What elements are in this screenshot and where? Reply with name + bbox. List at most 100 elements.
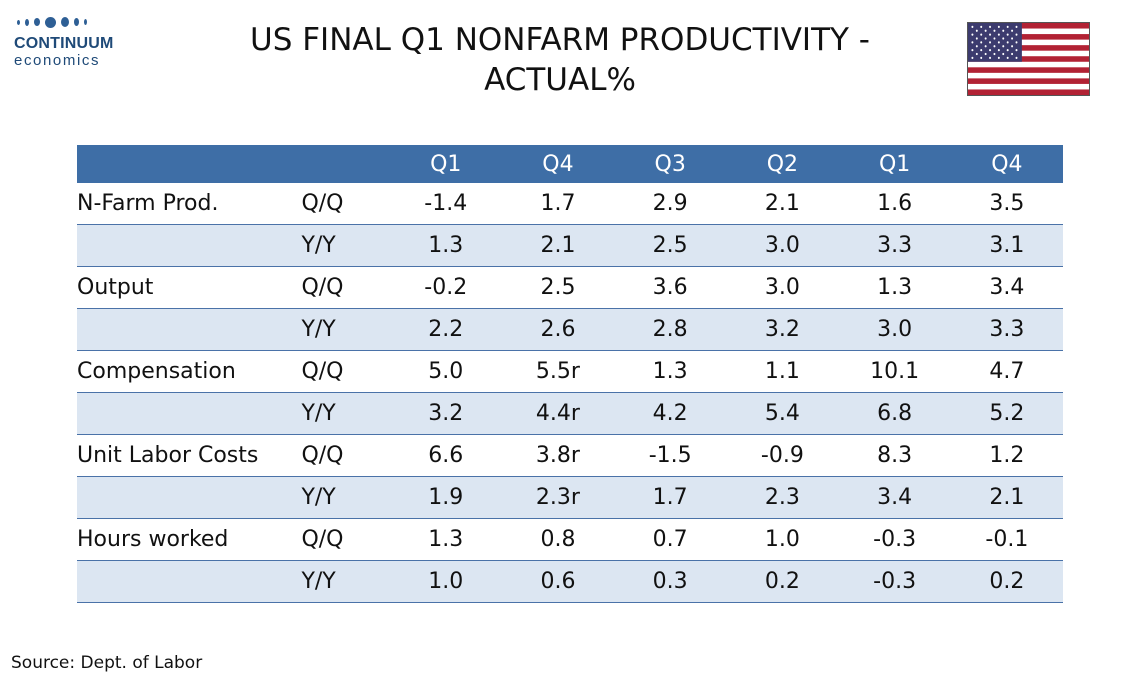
- table-cell: 2.3: [726, 476, 839, 519]
- table-row: Y/Y 1.3 2.1 2.5 3.0 3.3 3.1: [77, 224, 1063, 267]
- table-cell: 3.5: [950, 183, 1063, 225]
- row-label: Unit Labor Costs: [77, 434, 302, 477]
- row-measure: Y/Y: [301, 476, 390, 519]
- table-cell: 4.7: [950, 350, 1063, 393]
- table-cell: 2.3r: [501, 476, 615, 519]
- table-header-row: Q1 Q4 Q3 Q2 Q1 Q4: [77, 145, 1063, 183]
- row-label: [77, 224, 302, 267]
- header-label-blank: [77, 145, 302, 183]
- source-note: Source: Dept. of Labor: [11, 653, 203, 673]
- row-measure: Q/Q: [301, 183, 390, 225]
- logo-name: CONTINUUM: [14, 35, 114, 52]
- page-title-line-1: US FINAL Q1 NONFARM PRODUCTIVITY -: [250, 22, 870, 58]
- table-row: Unit Labor Costs Q/Q 6.6 3.8r -1.5 -0.9 8.3 1.2: [77, 434, 1063, 477]
- table-cell: -1.4: [389, 183, 502, 225]
- continuum-economics-logo: CONTINUUM economics: [14, 14, 144, 69]
- column-header: Q4: [501, 145, 615, 183]
- table-cell: 1.6: [838, 183, 951, 225]
- table-cell: 2.1: [501, 224, 615, 267]
- row-label: N-Farm Prod.: [77, 183, 302, 225]
- table-cell: -0.9: [726, 434, 839, 477]
- table-cell: 0.2: [726, 560, 839, 603]
- table-body: N-Farm Prod. Q/Q -1.4 1.7 2.9 2.1 1.6 3.5 Y/Y 1.3…: [77, 183, 1063, 603]
- table-cell: -0.2: [389, 266, 502, 309]
- table-cell: 2.1: [950, 476, 1063, 519]
- table-cell: 4.2: [614, 392, 727, 435]
- table-cell: 1.3: [389, 518, 502, 561]
- logo-dots-icon: [17, 14, 144, 30]
- table-cell: 1.1: [726, 350, 839, 393]
- table-row: Y/Y 1.9 2.3r 1.7 2.3 3.4 2.1: [77, 476, 1063, 519]
- table-cell: 0.3: [614, 560, 727, 603]
- table-cell: -0.3: [838, 518, 951, 561]
- table-row: Y/Y 3.2 4.4r 4.2 5.4 6.8 5.2: [77, 392, 1063, 435]
- logo-subtitle: economics: [14, 52, 101, 69]
- row-measure: Q/Q: [301, 434, 390, 477]
- table-cell: 5.4: [726, 392, 839, 435]
- table-cell: 5.5r: [501, 350, 615, 393]
- table-cell: 0.2: [950, 560, 1063, 603]
- row-measure: Y/Y: [301, 224, 390, 267]
- row-measure: Y/Y: [301, 560, 390, 603]
- table-cell: 2.1: [726, 183, 839, 225]
- table-cell: 10.1: [838, 350, 951, 393]
- table-cell: 1.0: [389, 560, 502, 603]
- table-row: Y/Y 2.2 2.6 2.8 3.2 3.0 3.3: [77, 308, 1063, 351]
- table-cell: 3.3: [838, 224, 951, 267]
- row-label: Output: [77, 266, 302, 309]
- page-title-line-2: ACTUAL%: [484, 62, 636, 98]
- table-cell: 3.0: [726, 266, 839, 309]
- row-label: [77, 392, 302, 435]
- table-cell: 2.5: [501, 266, 615, 309]
- table-cell: -1.5: [614, 434, 727, 477]
- row-measure: Q/Q: [301, 350, 390, 393]
- table-cell: 2.6: [501, 308, 615, 351]
- table-cell: 4.4r: [501, 392, 615, 435]
- table-cell: 1.0: [726, 518, 839, 561]
- table-cell: 3.4: [838, 476, 951, 519]
- table-row: Output Q/Q -0.2 2.5 3.6 3.0 1.3 3.4: [77, 266, 1063, 309]
- row-label: [77, 560, 302, 603]
- us-flag-icon: [967, 22, 1090, 96]
- row-measure: Y/Y: [301, 308, 390, 351]
- column-header: Q1: [389, 145, 502, 183]
- table-cell: 1.9: [389, 476, 502, 519]
- column-header: Q4: [950, 145, 1063, 183]
- row-measure: Q/Q: [301, 518, 390, 561]
- table-cell: 2.5: [614, 224, 727, 267]
- table-cell: 3.2: [726, 308, 839, 351]
- table-row: Hours worked Q/Q 1.3 0.8 0.7 1.0 -0.3 -0.1: [77, 518, 1063, 561]
- table-cell: 3.4: [950, 266, 1063, 309]
- column-header: Q3: [614, 145, 727, 183]
- table-cell: 1.3: [389, 224, 502, 267]
- table-cell: 5.0: [389, 350, 502, 393]
- table-row: Compensation Q/Q 5.0 5.5r 1.3 1.1 10.1 4.7: [77, 350, 1063, 393]
- table-cell: 3.6: [614, 266, 727, 309]
- table-cell: 1.7: [614, 476, 727, 519]
- row-label: Compensation: [77, 350, 302, 393]
- table-cell: 2.2: [389, 308, 502, 351]
- table-cell: 2.9: [614, 183, 727, 225]
- table-cell: 3.8r: [501, 434, 615, 477]
- table-row: Y/Y 1.0 0.6 0.3 0.2 -0.3 0.2: [77, 560, 1063, 603]
- table-cell: -0.3: [838, 560, 951, 603]
- table-cell: 6.8: [838, 392, 951, 435]
- productivity-table: Q1 Q4 Q3 Q2 Q1 Q4 N-Farm Prod. Q/Q -1.4 1.7…: [77, 145, 1063, 603]
- table-cell: 6.6: [389, 434, 502, 477]
- table-cell: 8.3: [838, 434, 951, 477]
- column-header: Q2: [726, 145, 839, 183]
- table-cell: 1.2: [950, 434, 1063, 477]
- row-measure: Q/Q: [301, 266, 390, 309]
- page-title: US FINAL Q1 NONFARM PRODUCTIVITY - ACTUA…: [180, 20, 940, 100]
- table-cell: 1.7: [501, 183, 615, 225]
- row-label: [77, 308, 302, 351]
- table-cell: 3.0: [838, 308, 951, 351]
- row-measure: Y/Y: [301, 392, 390, 435]
- row-label: [77, 476, 302, 519]
- table-cell: 3.1: [950, 224, 1063, 267]
- table-cell: 1.3: [614, 350, 727, 393]
- table-cell: -0.1: [950, 518, 1063, 561]
- header-measure-blank: [301, 145, 390, 183]
- table-cell: 1.3: [838, 266, 951, 309]
- table-cell: 2.8: [614, 308, 727, 351]
